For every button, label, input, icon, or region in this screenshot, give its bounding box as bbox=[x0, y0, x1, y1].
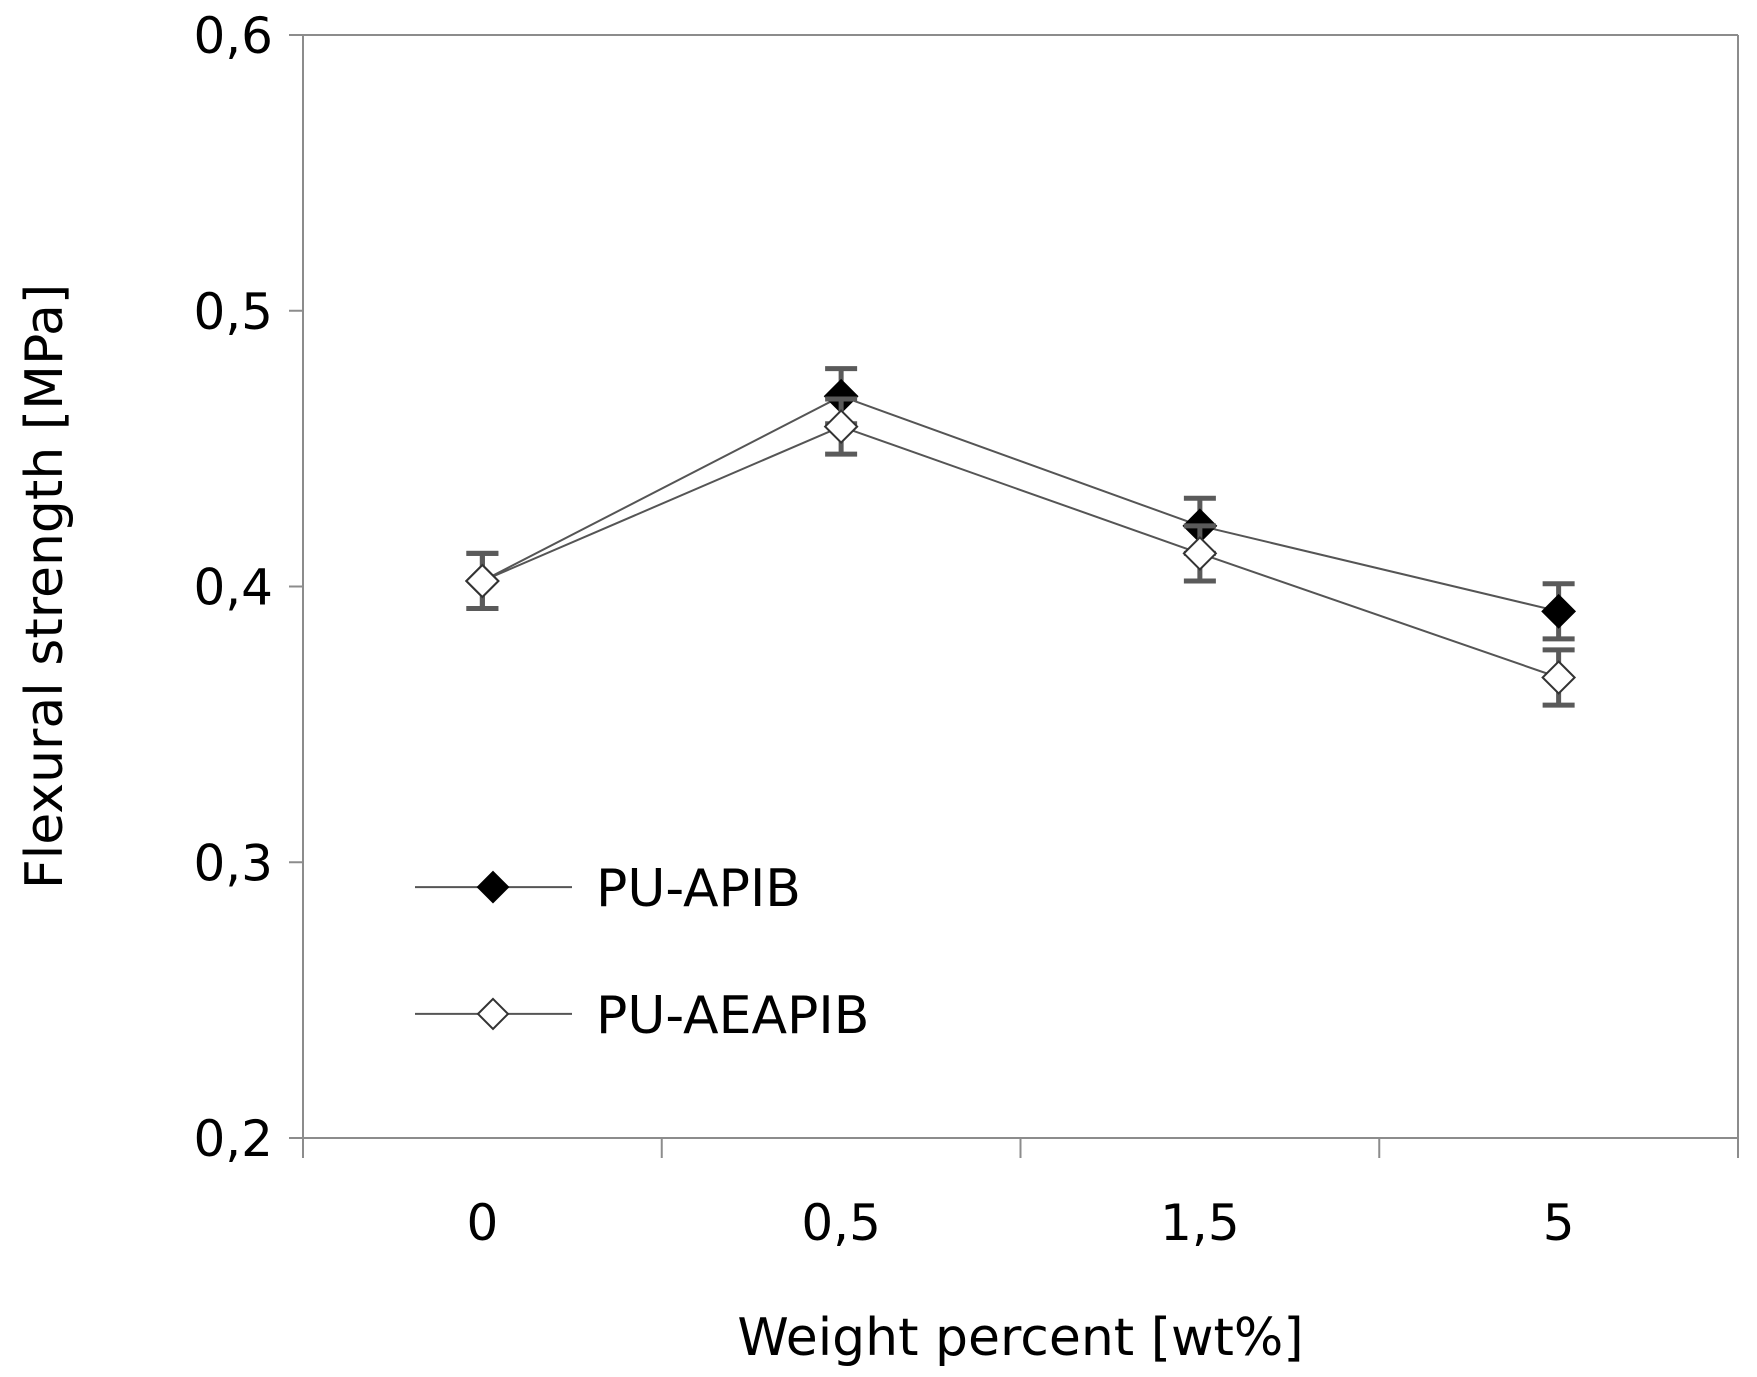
legend-item: PU-AEAPIB bbox=[415, 986, 869, 1046]
x-axis-title: Weight percent [wt%] bbox=[737, 1308, 1303, 1368]
legend-marker bbox=[476, 997, 510, 1031]
x-tick-label: 0 bbox=[466, 1194, 498, 1252]
legend: PU-APIB PU-AEAPIB bbox=[415, 859, 869, 1046]
y-axis-ticks: 0,2 0,3 0,4 0,5 0,6 bbox=[193, 7, 303, 1168]
y-tick-label: 0,2 bbox=[193, 1110, 273, 1168]
series-layer bbox=[464, 366, 1577, 708]
legend-item: PU-APIB bbox=[415, 859, 801, 919]
data-point bbox=[1182, 535, 1218, 571]
y-tick-label: 0,3 bbox=[193, 834, 273, 892]
data-point bbox=[823, 409, 859, 444]
legend-label: PU-APIB bbox=[596, 859, 801, 919]
series-1 bbox=[464, 396, 1577, 708]
y-tick-label: 0,5 bbox=[193, 283, 273, 341]
x-tick-label: 5 bbox=[1543, 1194, 1575, 1252]
x-axis-ticks: 0 0,5 1,5 5 bbox=[302, 1138, 1739, 1252]
y-axis-title: Flexural strength [MPa] bbox=[15, 284, 75, 889]
data-point bbox=[1541, 660, 1577, 695]
y-tick-label: 0,6 bbox=[193, 7, 273, 65]
legend-marker bbox=[476, 870, 510, 904]
data-point bbox=[464, 563, 500, 599]
series-line bbox=[481, 425, 1559, 679]
legend-label: PU-AEAPIB bbox=[596, 986, 869, 1046]
series-line bbox=[481, 395, 1559, 613]
x-tick-label: 1,5 bbox=[1160, 1194, 1240, 1252]
data-point bbox=[1541, 593, 1577, 629]
plot-frame bbox=[302, 34, 1739, 1139]
series-0 bbox=[464, 366, 1577, 642]
x-tick-label: 0,5 bbox=[801, 1194, 881, 1252]
y-tick-label: 0,4 bbox=[193, 559, 273, 617]
